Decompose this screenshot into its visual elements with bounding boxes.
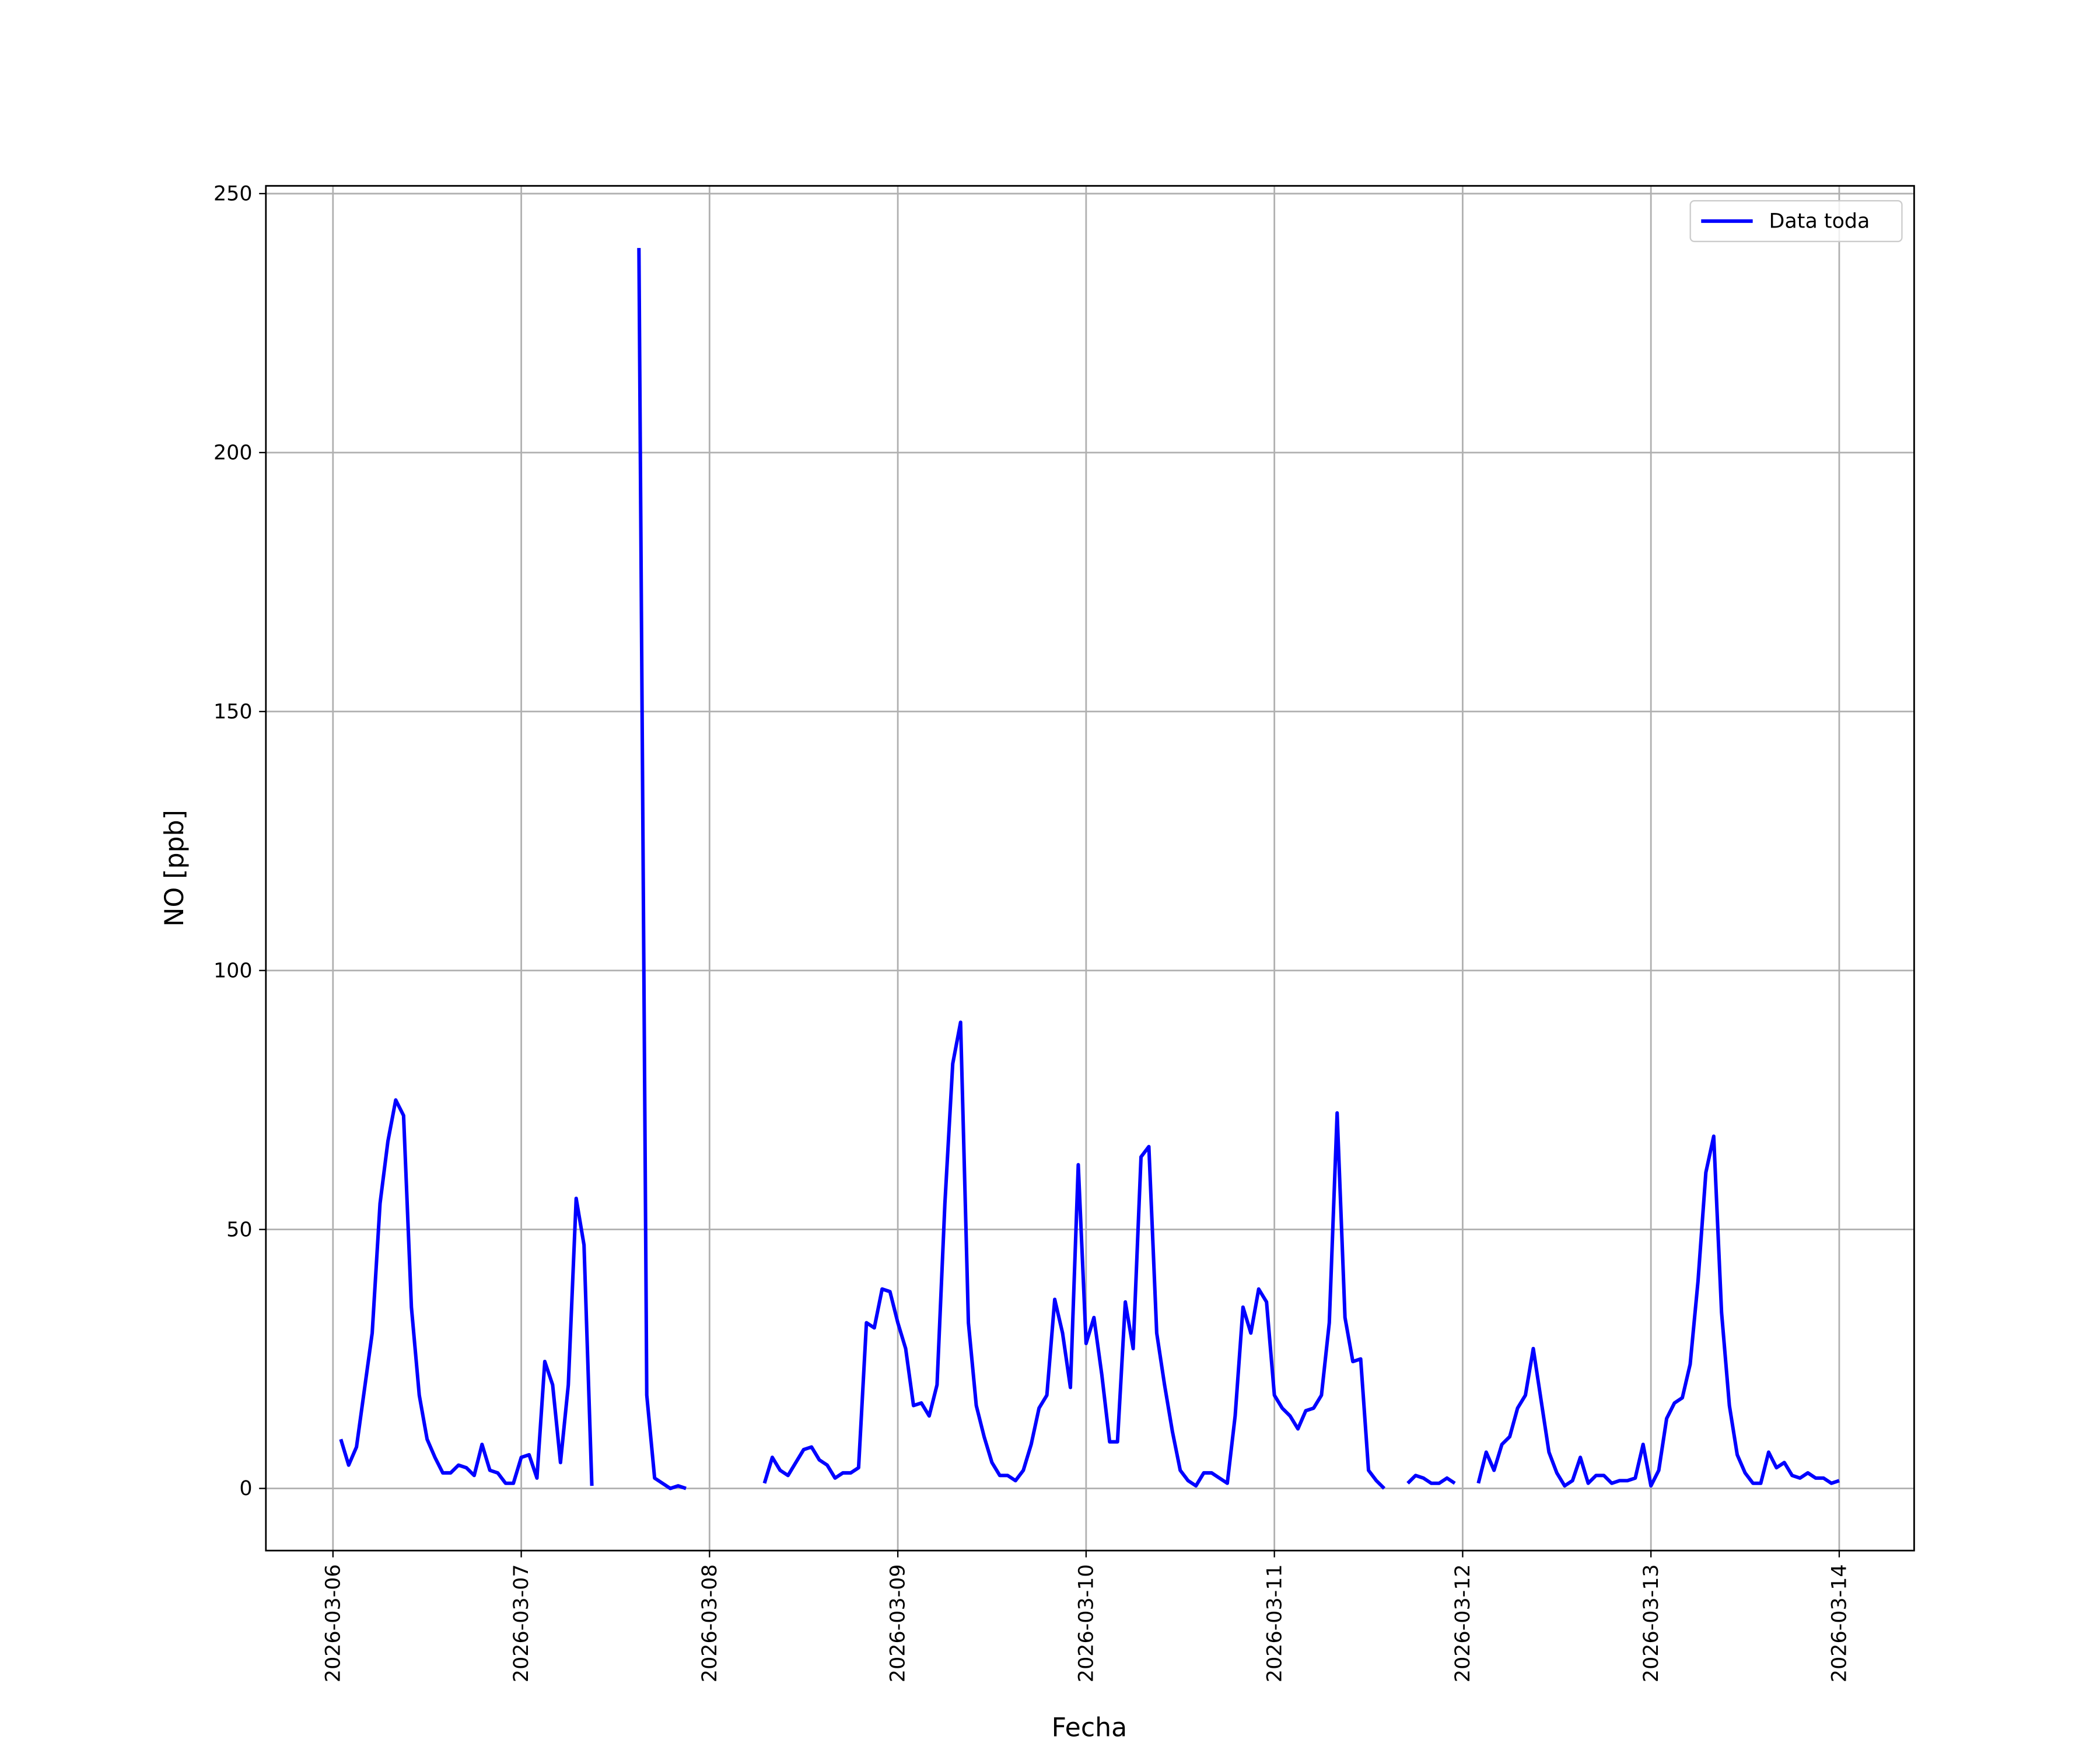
plot-frame	[265, 185, 1915, 1552]
y-tick-label: 100	[214, 959, 253, 982]
y-tick-label: 0	[239, 1477, 252, 1500]
x-tick-label: 2026-03-08	[698, 1564, 722, 1682]
x-tick-label: 2026-03-07	[510, 1564, 533, 1682]
y-tick-label: 200	[214, 441, 253, 464]
x-tick-label: 2026-03-13	[1640, 1564, 1663, 1682]
x-tick-label: 2026-03-14	[1828, 1564, 1852, 1682]
x-tick-label: 2026-03-09	[887, 1564, 910, 1682]
legend-label: Data toda	[1769, 210, 1870, 233]
x-tick-label: 2026-03-10	[1075, 1564, 1098, 1682]
y-tick-label: 250	[214, 183, 253, 206]
legend-box	[1689, 200, 1903, 243]
x-axis-label: Fecha	[1052, 1713, 1128, 1743]
y-axis-label: NO [ppb]	[160, 810, 190, 926]
x-tick-label: 2026-03-12	[1451, 1564, 1475, 1682]
x-tick-label: 2026-03-06	[321, 1564, 345, 1682]
data-line	[339, 248, 1840, 1490]
x-tick-label: 2026-03-11	[1263, 1564, 1286, 1682]
y-tick-label: 150	[214, 700, 253, 723]
y-tick-label: 50	[226, 1218, 252, 1241]
